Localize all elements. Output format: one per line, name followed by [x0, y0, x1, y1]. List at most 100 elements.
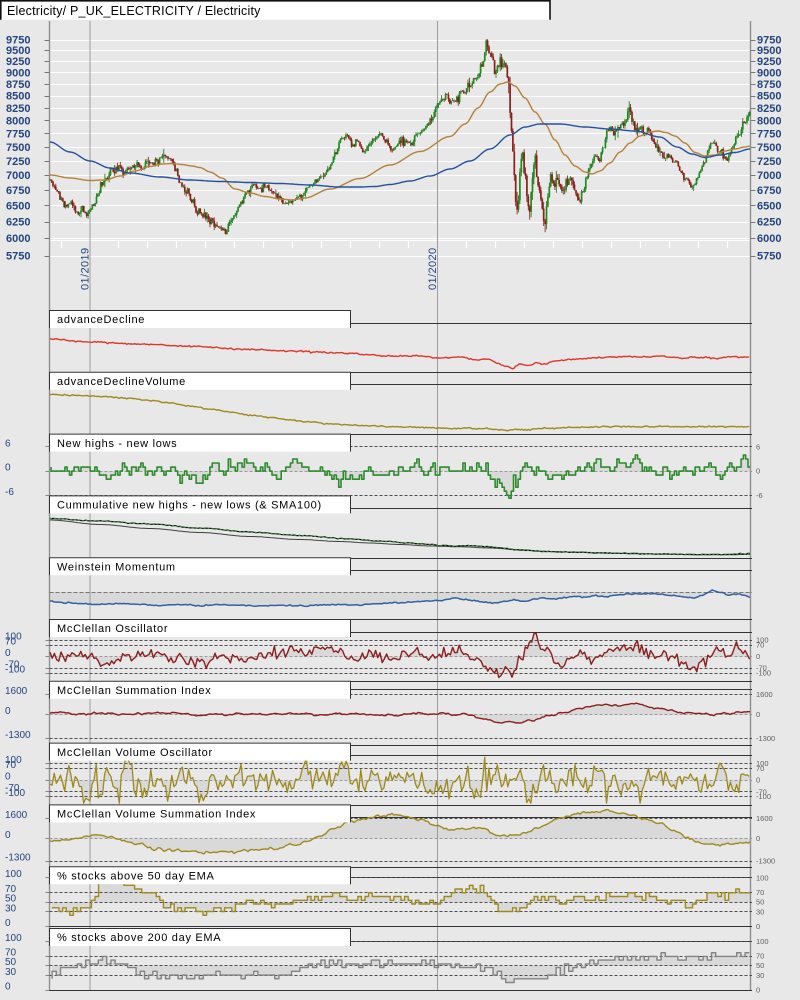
svg-text:100: 100 — [5, 755, 22, 766]
svg-text:-6: -6 — [5, 487, 14, 498]
svg-text:0: 0 — [756, 986, 760, 995]
svg-text:50: 50 — [756, 961, 764, 970]
svg-text:Weinstein Momentum: Weinstein Momentum — [57, 561, 176, 573]
svg-text:01/2020: 01/2020 — [427, 247, 439, 290]
svg-text:8000: 8000 — [6, 116, 30, 128]
svg-text:50: 50 — [756, 898, 764, 907]
svg-text:-100: -100 — [5, 788, 25, 799]
svg-text:0: 0 — [5, 463, 11, 474]
svg-text:01/2019: 01/2019 — [80, 247, 92, 290]
svg-text:0: 0 — [5, 918, 11, 929]
svg-text:7750: 7750 — [6, 129, 30, 141]
svg-text:0: 0 — [5, 830, 11, 841]
svg-text:Electricity/ P_UK_ELECTRICITY: Electricity/ P_UK_ELECTRICITY / Electric… — [7, 4, 261, 18]
svg-text:% stocks above 50 day EMA: % stocks above 50 day EMA — [57, 870, 215, 882]
svg-text:1600: 1600 — [756, 690, 773, 699]
svg-text:100: 100 — [756, 937, 769, 946]
svg-text:McClellan Volume Oscillator: McClellan Volume Oscillator — [57, 747, 213, 759]
svg-text:1600: 1600 — [5, 686, 28, 697]
svg-text:1600: 1600 — [756, 814, 773, 823]
svg-text:6500: 6500 — [757, 201, 781, 213]
svg-text:9000: 9000 — [6, 67, 30, 79]
svg-text:9750: 9750 — [757, 35, 781, 47]
svg-text:50: 50 — [5, 894, 17, 905]
svg-text:7250: 7250 — [757, 156, 781, 168]
svg-text:8250: 8250 — [6, 103, 30, 115]
svg-text:0: 0 — [756, 652, 760, 661]
svg-text:6: 6 — [5, 438, 11, 449]
svg-text:7750: 7750 — [757, 129, 781, 141]
svg-text:7500: 7500 — [757, 142, 781, 154]
svg-text:-70: -70 — [756, 787, 767, 796]
svg-text:6250: 6250 — [757, 217, 781, 229]
svg-text:70: 70 — [5, 947, 17, 958]
svg-text:6750: 6750 — [757, 185, 781, 197]
svg-text:0: 0 — [5, 981, 11, 992]
svg-text:9500: 9500 — [6, 45, 30, 57]
svg-text:70: 70 — [5, 636, 17, 647]
svg-text:-100: -100 — [756, 669, 771, 678]
svg-text:9500: 9500 — [757, 45, 781, 57]
svg-text:70: 70 — [756, 888, 764, 897]
svg-text:7000: 7000 — [6, 170, 30, 182]
svg-text:0: 0 — [5, 648, 11, 659]
svg-text:7000: 7000 — [757, 170, 781, 182]
svg-text:0: 0 — [756, 776, 760, 785]
svg-text:-1300: -1300 — [756, 734, 775, 743]
svg-text:100: 100 — [756, 759, 769, 768]
svg-text:9250: 9250 — [6, 56, 30, 68]
svg-text:McClellan Volume Summation Ind: McClellan Volume Summation Index — [57, 809, 256, 821]
svg-text:8750: 8750 — [6, 79, 30, 91]
svg-text:8750: 8750 — [757, 79, 781, 91]
svg-text:0: 0 — [756, 922, 760, 931]
svg-text:9750: 9750 — [6, 35, 30, 47]
svg-text:0: 0 — [756, 467, 760, 476]
svg-text:8500: 8500 — [757, 91, 781, 103]
svg-text:8250: 8250 — [757, 103, 781, 115]
svg-text:70: 70 — [5, 760, 17, 771]
svg-text:advanceDeclineVolume: advanceDeclineVolume — [57, 376, 186, 388]
svg-text:8500: 8500 — [6, 91, 30, 103]
svg-text:-1300: -1300 — [5, 852, 31, 863]
svg-text:30: 30 — [5, 903, 17, 914]
svg-text:9000: 9000 — [757, 67, 781, 79]
svg-text:100: 100 — [756, 636, 769, 645]
svg-text:-1300: -1300 — [756, 857, 775, 866]
svg-text:100: 100 — [5, 869, 22, 880]
svg-text:-100: -100 — [756, 792, 771, 801]
svg-text:8000: 8000 — [757, 116, 781, 128]
svg-text:5750: 5750 — [6, 251, 30, 263]
svg-text:McClellan Oscillator: McClellan Oscillator — [57, 623, 168, 635]
svg-text:New highs - new lows: New highs - new lows — [57, 438, 177, 450]
svg-text:100: 100 — [756, 873, 769, 882]
svg-text:70: 70 — [756, 952, 764, 961]
svg-text:6250: 6250 — [6, 217, 30, 229]
svg-text:0: 0 — [5, 772, 11, 783]
svg-text:7250: 7250 — [6, 156, 30, 168]
svg-text:Cummulative new highs - new lo: Cummulative new highs - new lows (& SMA1… — [57, 500, 322, 512]
svg-text:0: 0 — [5, 706, 11, 717]
svg-text:30: 30 — [5, 967, 17, 978]
svg-text:6: 6 — [756, 442, 760, 451]
svg-text:6750: 6750 — [6, 185, 30, 197]
svg-text:70: 70 — [756, 641, 764, 650]
svg-text:-100: -100 — [5, 665, 25, 676]
svg-text:advanceDecline: advanceDecline — [57, 314, 145, 326]
svg-text:McClellan Summation Index: McClellan Summation Index — [57, 685, 211, 697]
svg-text:9250: 9250 — [757, 56, 781, 68]
svg-text:70: 70 — [756, 764, 764, 773]
svg-text:0: 0 — [756, 710, 760, 719]
svg-text:-70: -70 — [756, 664, 767, 673]
svg-text:30: 30 — [756, 907, 764, 916]
svg-text:-1300: -1300 — [5, 730, 31, 741]
svg-text:6500: 6500 — [6, 201, 30, 213]
svg-text:% stocks above 200 day EMA: % stocks above 200 day EMA — [57, 932, 221, 944]
svg-text:-6: -6 — [756, 491, 763, 500]
svg-text:70: 70 — [5, 884, 17, 895]
svg-text:7500: 7500 — [6, 142, 30, 154]
svg-text:100: 100 — [5, 632, 22, 643]
svg-text:50: 50 — [5, 957, 17, 968]
svg-text:5750: 5750 — [757, 251, 781, 263]
svg-text:6000: 6000 — [757, 233, 781, 245]
svg-text:-70: -70 — [5, 783, 20, 794]
